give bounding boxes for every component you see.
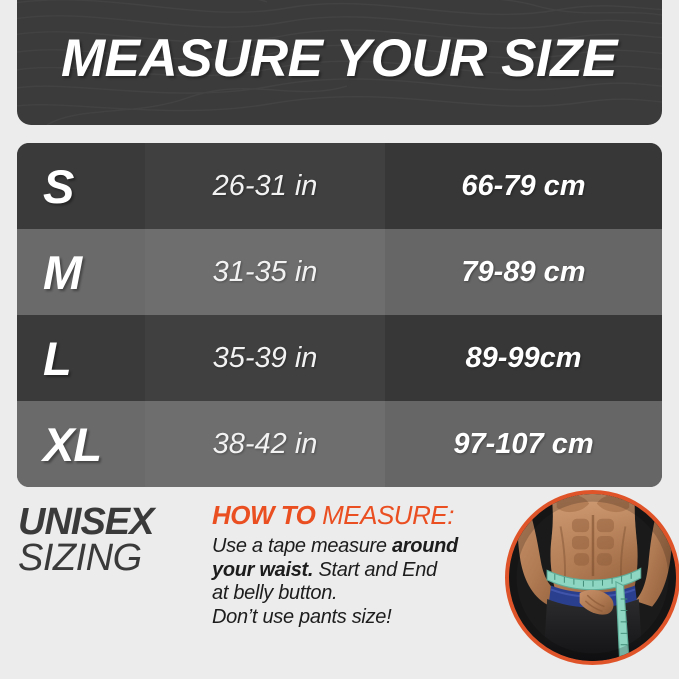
- unisex-sizing-label: UNISEX SIZING: [18, 501, 208, 580]
- how-to-measure-block: HOW TO MEASURE: Use a tape measure aroun…: [212, 500, 512, 629]
- instruction-line-2: your waist. Start and End: [212, 559, 512, 583]
- instruction-2-plain: Start and End: [313, 558, 437, 581]
- instruction-2-bold: your waist.: [212, 558, 314, 581]
- measure-instructions: Use a tape measure around your waist. St…: [212, 535, 512, 629]
- instruction-line-3: at belly button.: [212, 582, 338, 605]
- footer-section: UNISEX SIZING HOW TO MEASURE: Use a tape…: [0, 490, 679, 679]
- size-label: M: [43, 245, 82, 299]
- inches-value: 35-39 in: [145, 315, 385, 401]
- centimeters-value: 66-79 cm: [385, 143, 662, 229]
- inches-value: 38-42 in: [145, 401, 385, 487]
- table-row: M 31-35 in 79-89 cm: [17, 229, 662, 315]
- how-to-measure-heading-light: MEASURE:: [322, 500, 454, 530]
- how-to-measure-heading: HOW TO MEASURE:: [212, 500, 512, 531]
- unisex-line-1: UNISEX: [18, 501, 154, 543]
- instruction-line-1: Use a tape measure around: [212, 535, 512, 559]
- topographic-texture-icon: [17, 0, 662, 125]
- instruction-1-plain: Use a tape measure: [212, 535, 392, 557]
- torso-with-measuring-tape-icon: [509, 494, 676, 661]
- centimeters-value: 79-89 cm: [385, 229, 662, 315]
- measurement-photo: [505, 490, 679, 665]
- page-title: MEASURE YOUR SIZE: [61, 28, 617, 88]
- inches-value: 31-35 in: [145, 229, 385, 315]
- size-label: S: [43, 159, 74, 213]
- table-row: L 35-39 in 89-99cm: [17, 315, 662, 401]
- instruction-line-4: Don’t use pants size!: [212, 605, 392, 628]
- inches-value: 26-31 in: [145, 143, 385, 229]
- how-to-measure-heading-bold: HOW TO: [212, 500, 323, 530]
- size-label: XL: [43, 417, 102, 471]
- centimeters-value: 89-99cm: [385, 315, 662, 401]
- table-row: S 26-31 in 66-79 cm: [17, 143, 662, 229]
- size-label: L: [43, 331, 72, 385]
- header-panel: MEASURE YOUR SIZE: [17, 0, 662, 125]
- table-row: XL 38-42 in 97-107 cm: [17, 401, 662, 487]
- centimeters-value: 97-107 cm: [385, 401, 662, 487]
- instruction-1-bold: around: [391, 535, 458, 557]
- unisex-line-2: SIZING: [18, 537, 142, 580]
- size-table: S 26-31 in 66-79 cm M 31-35 in 79-89 cm …: [17, 143, 662, 487]
